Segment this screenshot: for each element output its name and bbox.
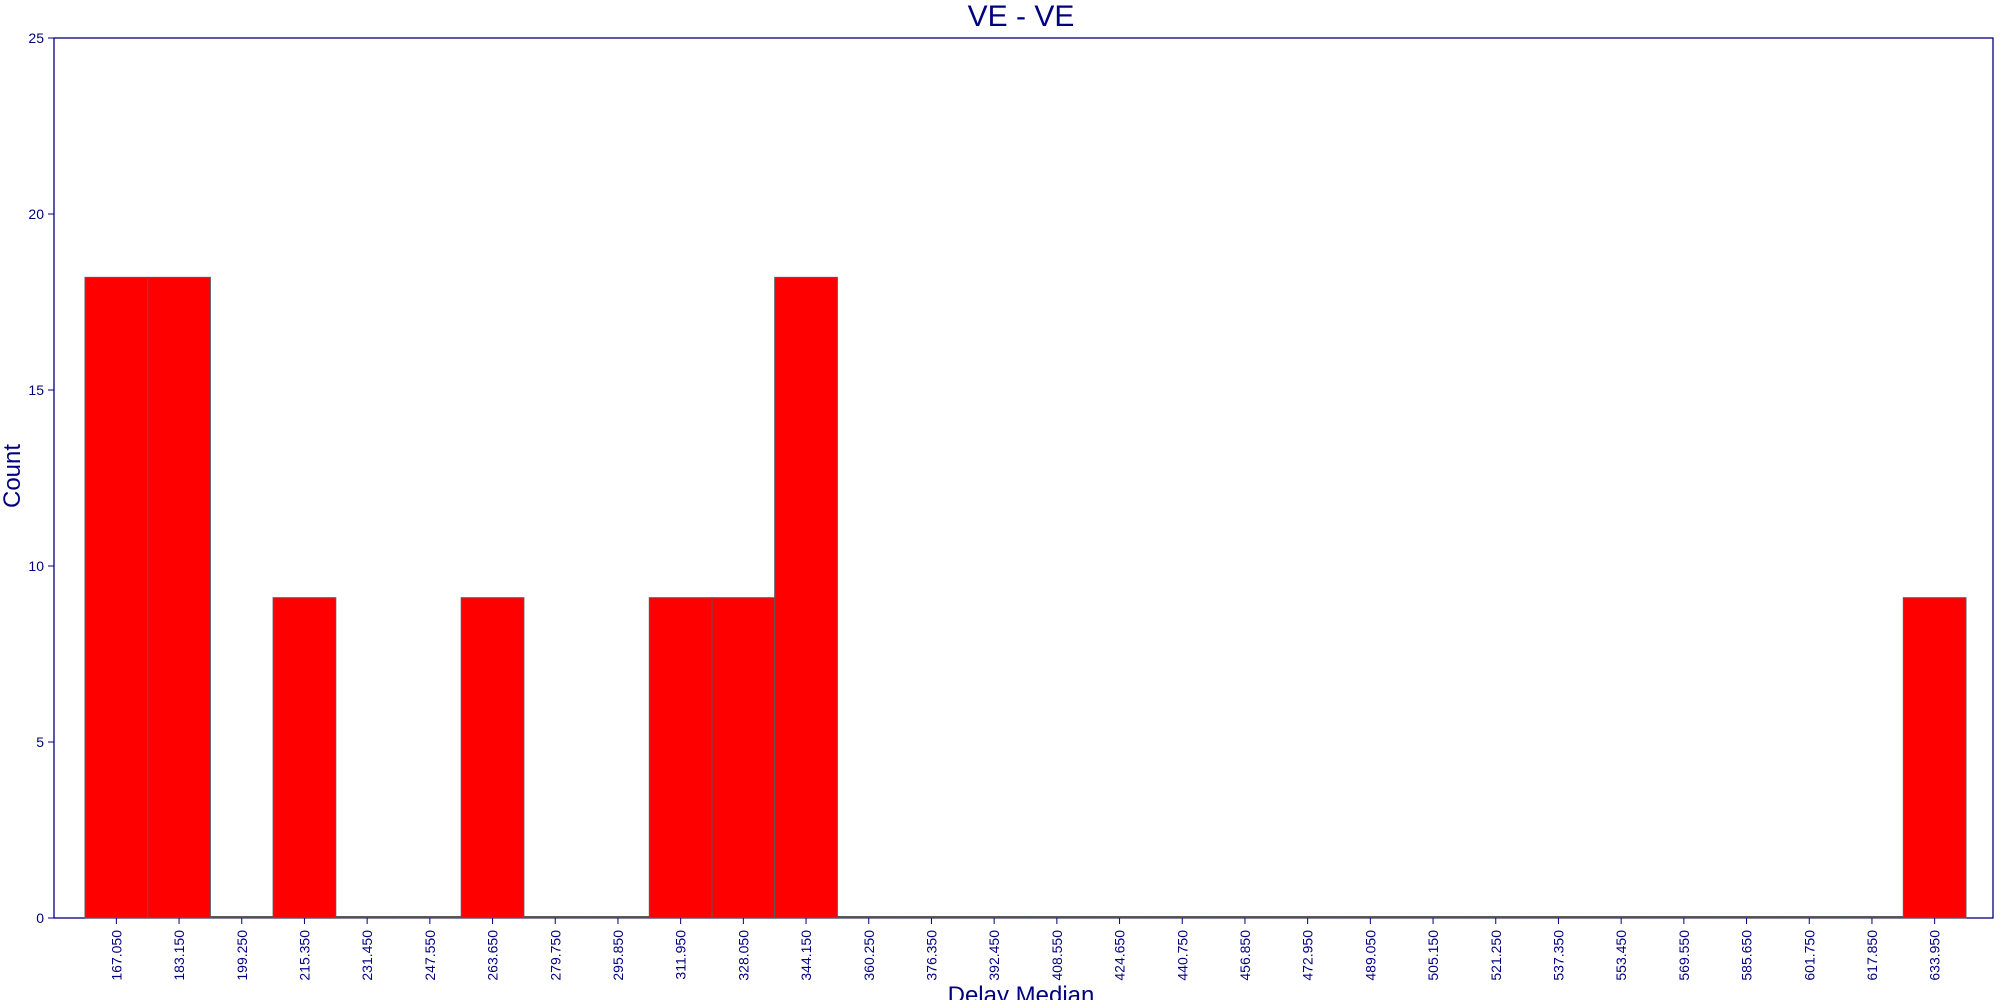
histogram-bar: [1463, 916, 1528, 919]
y-tick-label: 20: [28, 206, 44, 222]
x-tick-label: 263.650: [485, 930, 501, 981]
x-tick-label: 328.050: [735, 930, 751, 981]
histogram-bar: [84, 276, 149, 919]
histogram-bar: [899, 916, 964, 919]
histogram-bar: [1213, 916, 1277, 919]
x-tick-label: 408.550: [1049, 930, 1065, 981]
histogram-bar: [1401, 916, 1465, 919]
plot-frame: [53, 37, 1994, 919]
x-tick-label: 215.350: [296, 930, 312, 981]
x-tick-label: 440.750: [1174, 930, 1190, 981]
x-tick-label: 360.250: [861, 930, 877, 981]
histogram-bar: [1902, 597, 1967, 919]
histogram-bar: [962, 916, 1026, 919]
x-tick-label: 505.150: [1425, 930, 1441, 981]
histogram-bar: [1840, 916, 1904, 919]
histogram-bar: [1150, 916, 1215, 919]
x-tick-label: 247.550: [422, 930, 438, 981]
x-tick-label: 601.750: [1801, 930, 1817, 981]
histogram-bar: [586, 916, 650, 919]
histogram-bar: [1087, 916, 1152, 919]
x-tick-label: 392.450: [986, 930, 1002, 981]
histogram-bar: [711, 597, 776, 919]
x-tick-label: 585.650: [1739, 930, 1755, 981]
x-tick-label: 295.850: [610, 930, 626, 981]
x-tick-label: 489.050: [1362, 930, 1378, 981]
histogram-bar: [1777, 916, 1842, 919]
histogram-bar: [1589, 916, 1654, 919]
x-tick-label: 183.150: [171, 930, 187, 981]
x-tick-label: 633.950: [1927, 930, 1943, 981]
y-tick-label: 0: [36, 910, 44, 926]
x-tick-label: 617.850: [1864, 930, 1880, 981]
histogram-bar: [272, 597, 337, 919]
x-tick-label: 456.850: [1237, 930, 1253, 981]
histogram-bar: [1526, 916, 1591, 919]
histogram-bar: [209, 916, 274, 919]
y-axis-label: Count: [0, 444, 26, 508]
histogram-bar: [460, 597, 525, 919]
histogram-bar: [1652, 916, 1716, 919]
histogram-bar: [648, 597, 713, 919]
x-axis-ticks: 167.050 183.150 199.250 215.350 231.450 247.5…: [108, 918, 1943, 981]
histogram-bar: [523, 916, 588, 919]
x-tick-label: 167.050: [108, 930, 124, 981]
x-tick-label: 376.350: [923, 930, 939, 981]
histogram-bar: [774, 276, 838, 919]
x-tick-label: 311.950: [673, 930, 689, 980]
x-tick-label: 279.750: [547, 930, 563, 981]
x-tick-label: 344.150: [798, 930, 814, 981]
x-tick-label: 472.950: [1300, 930, 1316, 981]
histogram-bar: [1338, 916, 1403, 919]
y-tick-label: 25: [28, 30, 44, 46]
x-axis-label: Delay Median: [948, 982, 1095, 1000]
chart-title: VE - VE: [968, 0, 1075, 33]
histogram-bar: [1275, 916, 1340, 919]
histogram-bar: [147, 276, 211, 919]
y-tick-label: 10: [28, 558, 44, 574]
x-tick-label: 569.550: [1676, 930, 1692, 981]
histogram-bar: [1714, 916, 1779, 919]
x-tick-label: 537.350: [1550, 930, 1566, 981]
x-tick-label: 231.450: [359, 930, 375, 981]
x-tick-label: 424.650: [1112, 930, 1128, 981]
x-tick-label: 199.250: [234, 930, 250, 981]
y-axis-ticks: 0 5 10 15 20 25: [28, 30, 54, 926]
histogram-bar: [1025, 916, 1089, 919]
y-tick-label: 15: [28, 382, 44, 398]
x-tick-label: 521.250: [1488, 930, 1504, 981]
histogram-bar: [398, 916, 462, 919]
x-tick-label: 553.450: [1613, 930, 1629, 981]
histogram-bar: [335, 916, 399, 919]
histogram-bar: [836, 916, 901, 919]
bars: [84, 276, 1967, 919]
y-tick-label: 5: [36, 734, 44, 750]
